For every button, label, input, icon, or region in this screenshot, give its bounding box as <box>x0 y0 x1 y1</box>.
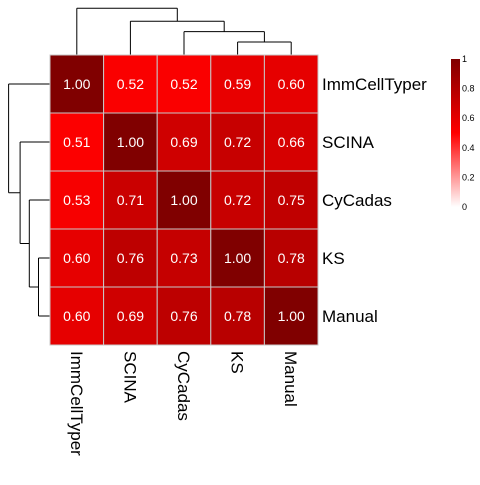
cell-value-label: 0.76 <box>170 308 197 324</box>
heatmap-cells: 1.00 0.52 0.52 0.59 0.60 0.51 1.00 0.69 0.72 0.66… <box>49 54 319 346</box>
heatmap-cell <box>49 286 105 346</box>
cell-value-label: 0.75 <box>278 192 305 208</box>
heatmap-cell <box>103 170 158 230</box>
cell-value-label: 0.66 <box>278 134 305 150</box>
cell-value-label: 0.76 <box>117 250 144 266</box>
legend-tick-label: 0.4 <box>462 143 475 153</box>
cell-value-label: 0.53 <box>63 192 90 208</box>
column-dendrogram <box>76 7 292 55</box>
cell-value-label: 0.52 <box>170 76 197 92</box>
legend-color-bar <box>451 59 460 207</box>
heatmap-cell <box>263 170 319 230</box>
cell-value-label: 1.00 <box>278 308 305 324</box>
cell-value-label: 0.60 <box>63 250 90 266</box>
heatmap-cell <box>103 54 158 114</box>
heatmap-cell <box>103 286 158 346</box>
heatmap-cell <box>210 228 265 288</box>
cell-value-label: 1.00 <box>170 192 197 208</box>
heatmap-cell <box>103 112 158 172</box>
row-dendrogram <box>8 83 50 317</box>
cell-value-label: 0.60 <box>63 308 90 324</box>
cell-value-label: 0.51 <box>63 134 90 150</box>
column-label: Manual <box>281 351 300 407</box>
legend-tick-label: 0 <box>462 202 467 212</box>
cell-value-label: 0.59 <box>224 76 251 92</box>
cell-value-label: 1.00 <box>117 134 144 150</box>
heatmap-cell <box>210 112 265 172</box>
heatmap-cell <box>156 228 212 288</box>
heatmap-cell <box>263 228 319 288</box>
column-label: CyCadas <box>174 351 193 421</box>
color-legend: 0 0.2 0.4 0.6 0.8 1 <box>451 54 475 212</box>
heatmap-cell <box>103 228 158 288</box>
column-labels: ImmCellTyper SCINA CyCadas KS Manual <box>67 351 300 456</box>
cell-value-label: 0.72 <box>224 134 251 150</box>
row-label: CyCadas <box>322 191 392 210</box>
heatmap-cell <box>210 286 265 346</box>
cell-value-label: 0.78 <box>278 250 305 266</box>
cell-value-label: 0.52 <box>117 76 144 92</box>
cell-value-label: 1.00 <box>63 76 90 92</box>
heatmap-cell <box>156 286 212 346</box>
cell-value-label: 1.00 <box>224 250 251 266</box>
row-label: KS <box>322 249 345 268</box>
heatmap-cell <box>49 228 105 288</box>
cell-value-label: 0.78 <box>224 308 251 324</box>
heatmap-cell <box>156 170 212 230</box>
legend-tick-label: 0.2 <box>462 172 475 182</box>
heatmap-cell <box>156 54 212 114</box>
heatmap-cell <box>210 54 265 114</box>
legend-tick-label: 0.6 <box>462 113 475 123</box>
heatmap-cell <box>263 286 319 346</box>
row-label: ImmCellTyper <box>322 75 427 94</box>
legend-tick-label: 1 <box>462 54 467 64</box>
heatmap-cell <box>49 112 105 172</box>
heatmap-cell <box>49 170 105 230</box>
cell-value-label: 0.60 <box>278 76 305 92</box>
column-label: KS <box>228 351 247 374</box>
row-label: SCINA <box>322 133 375 152</box>
heatmap-cell <box>263 54 319 114</box>
cell-value-label: 0.71 <box>117 192 144 208</box>
legend-tick-label: 0.8 <box>462 84 475 94</box>
column-label: SCINA <box>120 351 139 404</box>
cell-value-label: 0.73 <box>170 250 197 266</box>
row-labels: ImmCellTyper SCINA CyCadas KS Manual <box>322 75 427 326</box>
column-label: ImmCellTyper <box>67 351 86 456</box>
cell-value-label: 0.72 <box>224 192 251 208</box>
row-label: Manual <box>322 307 378 326</box>
heatmap-cell <box>263 112 319 172</box>
cell-value-label: 0.69 <box>117 308 144 324</box>
heatmap-cell <box>156 112 212 172</box>
heatmap-cell <box>49 54 105 114</box>
heatmap-cell <box>210 170 265 230</box>
cell-value-label: 0.69 <box>170 134 197 150</box>
